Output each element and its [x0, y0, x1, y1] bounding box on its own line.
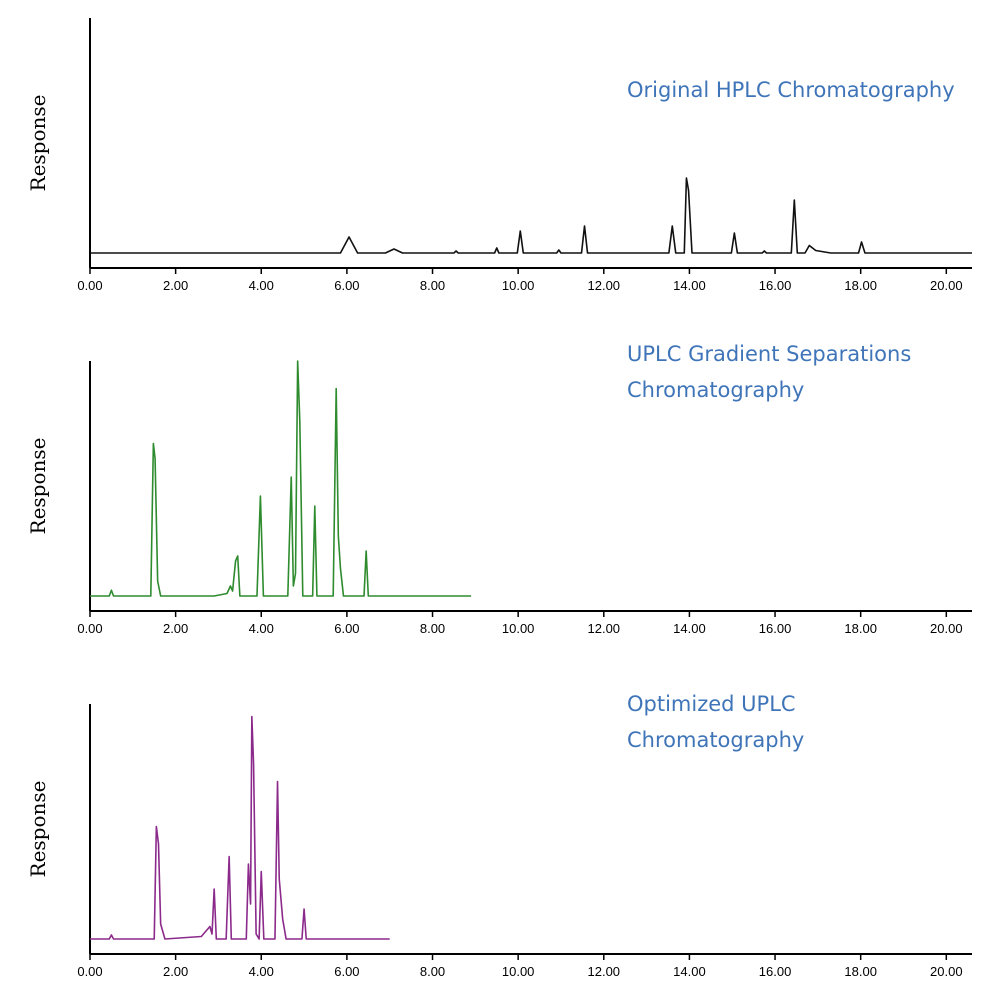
x-tick-label: 2.00: [163, 964, 188, 979]
panel-title: UPLC Gradient Separations Chromatography: [627, 342, 912, 402]
x-tick-label: 8.00: [420, 278, 445, 293]
x-tick-label: 14.00: [673, 964, 706, 979]
x-tick-label: 12.00: [588, 964, 621, 979]
y-axis-label: Response: [26, 781, 50, 878]
x-tick-label: 4.00: [249, 621, 274, 636]
y-axis-label: Response: [26, 95, 50, 192]
x-tick-label: 10.00: [502, 964, 535, 979]
x-tick-label: 18.00: [844, 278, 877, 293]
x-tick-label: 4.00: [249, 964, 274, 979]
x-tick-label: 12.00: [588, 278, 621, 293]
x-tick-label: 2.00: [163, 621, 188, 636]
x-tick-label: 12.00: [588, 621, 621, 636]
x-tick-label: 2.00: [163, 278, 188, 293]
x-tick-label: 4.00: [249, 278, 274, 293]
x-tick-label: 8.00: [420, 964, 445, 979]
panel-title: Original HPLC Chromatography: [627, 78, 955, 102]
x-tick-label: 14.00: [673, 621, 706, 636]
y-axis-label: Response: [26, 438, 50, 535]
x-tick-label: 10.00: [502, 278, 535, 293]
x-tick-label: 16.00: [759, 964, 792, 979]
x-tick-label: 6.00: [334, 278, 359, 293]
x-tick-label: 14.00: [673, 278, 706, 293]
chromatogram-line: [90, 360, 472, 597]
x-tick-label: 0.00: [77, 621, 102, 636]
x-tick-label: 0.00: [77, 964, 102, 979]
x-tick-label: 16.00: [759, 278, 792, 293]
x-tick-label: 16.00: [759, 621, 792, 636]
x-tick-label: 18.00: [844, 964, 877, 979]
x-tick-label: 10.00: [502, 621, 535, 636]
x-tick-label: 6.00: [334, 621, 359, 636]
panel-title: Optimized UPLC Chromatography: [627, 692, 805, 752]
chromatogram-line: [90, 715, 390, 940]
chromatogram-line: [90, 177, 972, 254]
x-tick-label: 20.00: [930, 964, 963, 979]
x-tick-label: 0.00: [77, 278, 102, 293]
x-tick-label: 20.00: [930, 621, 963, 636]
x-tick-label: 20.00: [930, 278, 963, 293]
x-tick-label: 6.00: [334, 964, 359, 979]
x-tick-label: 8.00: [420, 621, 445, 636]
x-tick-label: 18.00: [844, 621, 877, 636]
